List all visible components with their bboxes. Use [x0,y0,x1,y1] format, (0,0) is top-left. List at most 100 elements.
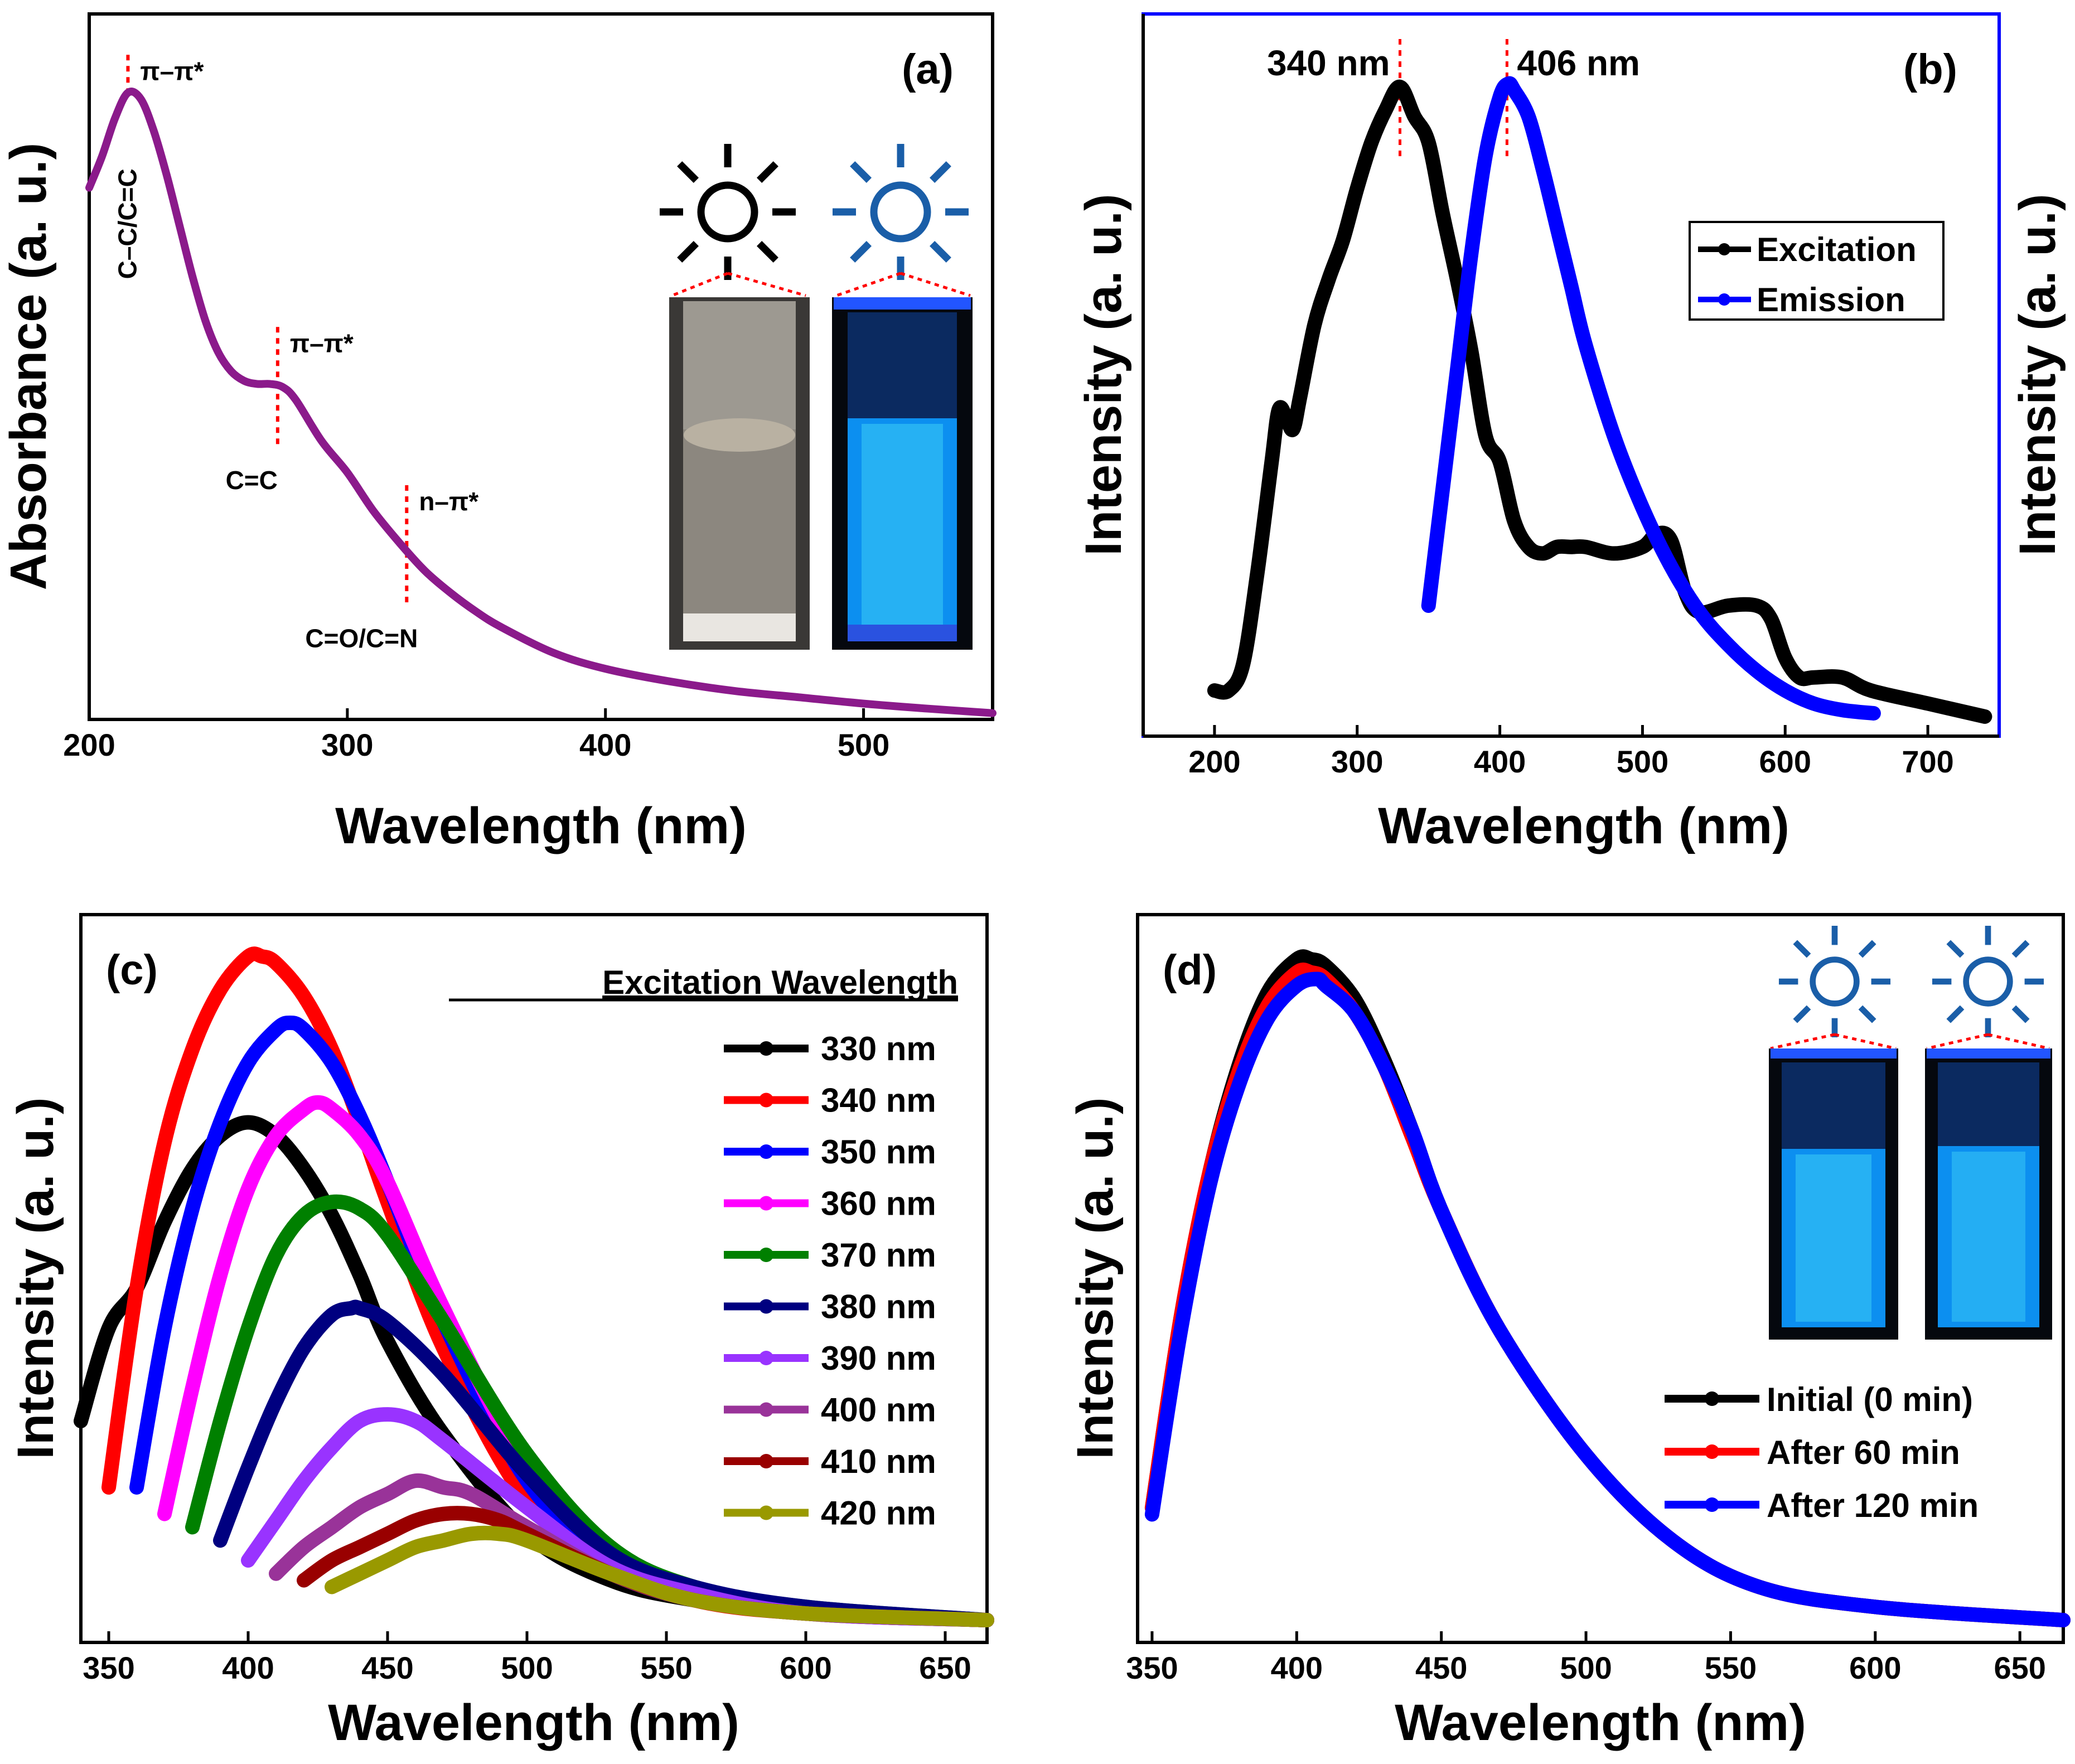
x-tick-label: 550 [640,1650,692,1685]
panel-a-xlabel: Wavelength (nm) [335,798,747,854]
series-line-after-120-min [1144,972,2071,1627]
legend-label: 340 nm [821,1082,936,1119]
vial-uv-after [1925,1048,2052,1340]
legend-title: Excitation Wavelength [602,964,958,1001]
legend-box [1689,221,1945,321]
panel-d: (d) Wavelength (nm) Intensity (a. u.) 35… [1067,913,2071,1751]
panel-b-label: (b) [1903,46,1957,93]
x-tick-label: 600 [1849,1650,1901,1685]
legend-label: 400 nm [821,1391,936,1429]
legend-label-emission: Emission [1757,281,1905,318]
vial-uv-initial [1769,1048,1898,1340]
x-tick-label: 600 [1759,744,1811,779]
x-tick-label: 450 [361,1650,413,1685]
series-line-excitation [1207,79,1992,724]
x-tick-label: 700 [1902,744,1953,779]
panel-a-xticks: 200 300 400 500 [63,708,889,762]
x-tick-label: 650 [919,1650,971,1685]
x-tick-label: 300 [321,727,373,762]
annotation-bond-1: C–C/C=C [113,168,142,279]
panel-a-frame [88,12,994,721]
panel-b-peaks: 340 nm 406 nm [1267,39,1640,156]
x-tick-label: 650 [1994,1650,2045,1685]
vial-daylight [669,297,810,650]
panel-c-xticks: 350 400 450 500 550 600 650 [83,1631,971,1685]
legend-label: 360 nm [821,1185,936,1222]
panel-b-xlabel: Wavelength (nm) [1378,798,1789,854]
sun-icon [660,144,796,280]
legend-label: 370 nm [821,1236,936,1274]
panel-c-series [74,946,994,1627]
panel-b-xticks: 200 300 400 500 600 700 [1188,725,1954,779]
x-tick-label: 350 [83,1650,134,1685]
panel-c-label: (c) [106,946,158,994]
x-tick-label: 500 [838,727,889,762]
legend-label: Initial (0 min) [1767,1381,1973,1418]
vial-uv [832,297,973,650]
legend-label: 380 nm [821,1288,936,1326]
annotation-label-2: π–π* [290,328,354,357]
annotation-bond-3: C=O/C=N [305,624,418,653]
x-tick-label: 350 [1126,1650,1178,1685]
panel-b: (b) Wavelength (nm) Intensity (a. u.) In… [1075,12,2066,854]
panel-a: (a) Wavelength (nm) Absorbance (a. u.) 2… [0,12,997,854]
panel-d-label: (d) [1163,946,1217,994]
x-tick-label: 200 [1188,744,1240,779]
panel-d-legend: Initial (0 min) After 60 min After 120 min [1665,1381,1979,1524]
legend-label: 420 nm [821,1495,936,1532]
sun-icon [1778,925,1891,1038]
x-tick-label: 450 [1415,1650,1467,1685]
panel-d-frame [1136,913,2065,1644]
series-line-absorbance [85,88,997,717]
x-tick-label: 200 [63,727,115,762]
legend-label: 330 nm [821,1030,936,1067]
sun-icon [833,144,969,280]
sun-icon [1932,925,2044,1038]
panel-b-ylabel-left: Intensity (a. u.) [1075,194,1132,555]
peak-label-2: 406 nm [1517,43,1640,83]
annotation-label-3: n–π* [419,487,478,516]
panel-c: (c) Wavelength (nm) Intensity (a. u.) 35… [7,913,994,1751]
panel-d-inset [1769,925,2052,1340]
inset-pointer [836,272,901,297]
panel-a-inset [660,144,973,650]
legend-label: After 60 min [1767,1434,1960,1471]
x-tick-label: 400 [1474,744,1526,779]
legend-label: 410 nm [821,1443,936,1480]
inset-pointer [671,272,728,297]
x-tick-label: 300 [1331,744,1383,779]
inset-pointer [900,272,971,297]
panel-b-ylabel-right: Intensity (a. u.) [2009,194,2066,555]
panel-c-ylabel: Intensity (a. u.) [7,1097,64,1459]
legend-label: 350 nm [821,1133,936,1171]
legend-label-excitation: Excitation [1757,231,1917,268]
x-tick-label: 400 [1271,1650,1323,1685]
series-line-emission [1421,76,1881,721]
legend-label: After 120 min [1767,1487,1979,1524]
panel-d-series [1144,949,2071,1627]
series-line-420-nm [325,1525,994,1627]
panel-a-annotations: π–π* C–C/C=C π–π* C=C n–π* C=O/C=N [113,55,478,653]
x-tick-label: 400 [579,727,631,762]
panel-c-xlabel: Wavelength (nm) [328,1694,739,1751]
x-tick-label: 550 [1705,1650,1757,1685]
panel-c-frame [79,913,989,1644]
panel-d-ylabel: Intensity (a. u.) [1067,1097,1124,1459]
panel-c-legend: Excitation Wavelength 330 nm 340 nm 350 nm… [449,964,958,1532]
panel-d-xticks: 350 400 450 500 550 600 650 [1126,1631,2046,1685]
panel-a-ylabel: Absorbance (a. u.) [0,143,57,591]
legend-label: 390 nm [821,1340,936,1377]
annotation-label-1: π–π* [140,56,204,85]
panel-b-legend: Excitation Emission [1689,221,1945,321]
annotation-bond-2: C=C [226,466,278,495]
panel-a-series [85,88,997,717]
panel-d-xlabel: Wavelength (nm) [1395,1694,1806,1751]
panel-a-label: (a) [902,46,954,93]
peak-label-1: 340 nm [1267,43,1390,83]
x-tick-label: 600 [780,1650,831,1685]
x-tick-label: 500 [1560,1650,1612,1685]
x-tick-label: 400 [222,1650,274,1685]
x-tick-label: 500 [1617,744,1668,779]
panel-b-series [1207,76,1992,724]
